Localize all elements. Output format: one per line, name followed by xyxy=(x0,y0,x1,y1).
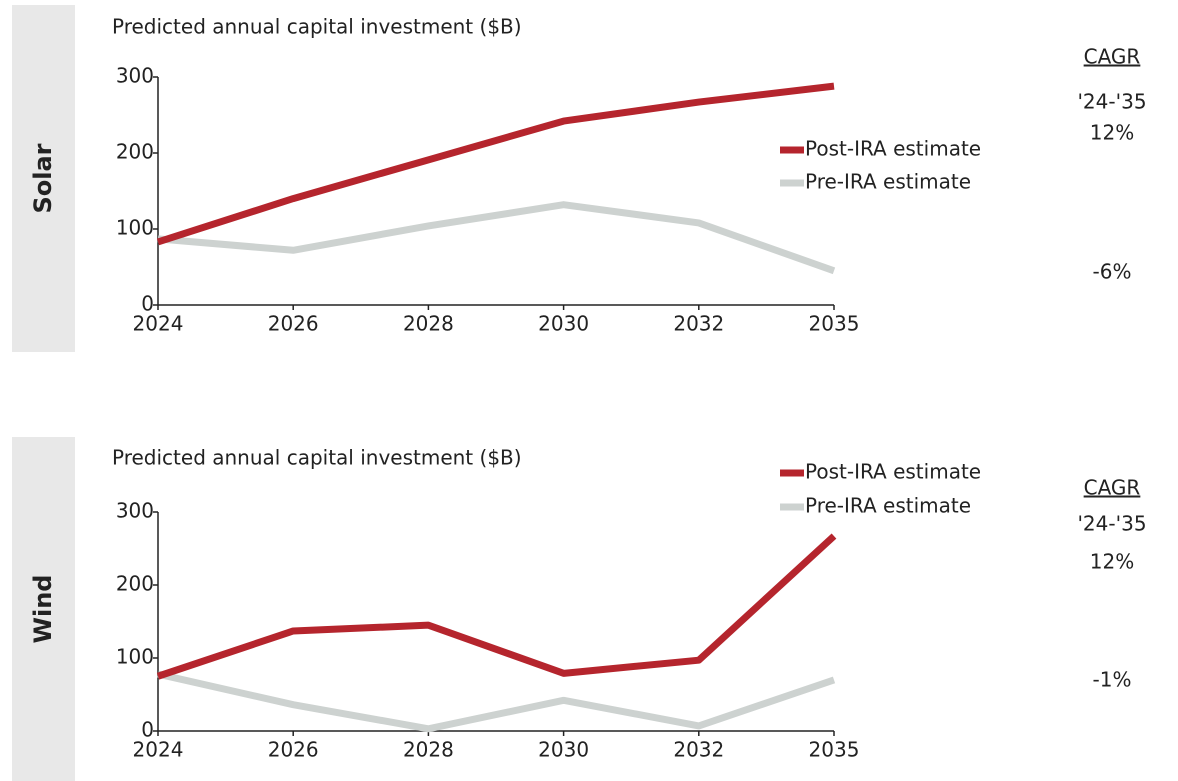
series-line xyxy=(157,201,836,275)
x-tick-label: 2030 xyxy=(538,738,589,762)
x-tick-label: 2032 xyxy=(673,738,724,762)
y-tick-label: 200 xyxy=(116,572,154,596)
cagr-annotation: 12% xyxy=(1090,121,1134,145)
panel-band xyxy=(12,437,75,781)
y-tick-label: 100 xyxy=(116,645,154,669)
panel-label: Wind xyxy=(29,575,57,644)
cagr-annotation: CAGR xyxy=(1084,476,1141,500)
legend-label: Pre-IRA estimate xyxy=(805,494,971,518)
cagr-annotation: 12% xyxy=(1090,550,1134,574)
y-tick-label: 200 xyxy=(116,140,154,164)
y-tick-label: 300 xyxy=(116,499,154,523)
cagr-annotation: CAGR xyxy=(1084,45,1141,69)
cagr-annotation: '24-'35 xyxy=(1077,512,1146,536)
y-tick-label: 0 xyxy=(141,718,154,742)
x-tick-label: 2024 xyxy=(133,738,184,762)
cagr-annotation: -1% xyxy=(1093,668,1132,692)
legend-label: Post-IRA estimate xyxy=(805,137,981,161)
x-tick-label: 2028 xyxy=(403,738,454,762)
y-tick-label: 0 xyxy=(141,292,154,316)
y-tick-label: 100 xyxy=(116,216,154,240)
legend-label: Pre-IRA estimate xyxy=(805,170,971,194)
chart-title: Predicted annual capital investment ($B) xyxy=(112,446,522,470)
panel-band xyxy=(12,5,75,352)
legend-label: Post-IRA estimate xyxy=(805,460,981,484)
panel-label: Solar xyxy=(29,143,57,213)
x-tick-label: 2030 xyxy=(538,312,589,336)
cagr-annotation: '24-'35 xyxy=(1077,90,1146,114)
x-tick-label: 2024 xyxy=(133,312,184,336)
y-tick-label: 300 xyxy=(116,64,154,88)
x-tick-label: 2035 xyxy=(809,738,860,762)
series-line xyxy=(156,82,835,246)
x-tick-label: 2026 xyxy=(268,738,319,762)
x-tick-label: 2028 xyxy=(403,312,454,336)
x-tick-label: 2035 xyxy=(809,312,860,336)
series-line xyxy=(156,533,837,680)
x-tick-label: 2026 xyxy=(268,312,319,336)
x-tick-label: 2032 xyxy=(673,312,724,336)
cagr-annotation: -6% xyxy=(1093,260,1132,284)
series-line xyxy=(157,670,836,733)
chart-title: Predicted annual capital investment ($B) xyxy=(112,15,522,39)
